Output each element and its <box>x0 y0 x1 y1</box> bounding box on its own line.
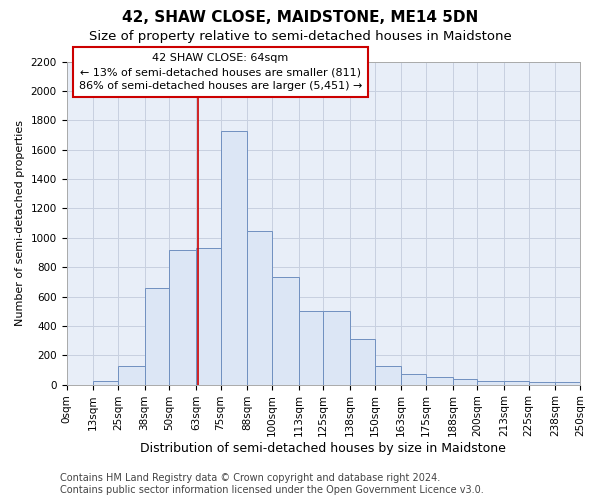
Bar <box>221 130 247 384</box>
Bar <box>272 278 299 384</box>
Bar <box>118 366 145 384</box>
Y-axis label: Number of semi-detached properties: Number of semi-detached properties <box>15 120 25 326</box>
Bar <box>350 339 374 384</box>
Bar <box>556 382 580 384</box>
Text: Contains HM Land Registry data © Crown copyright and database right 2024.
Contai: Contains HM Land Registry data © Crown c… <box>60 474 484 495</box>
Bar <box>401 374 426 384</box>
Bar <box>169 250 196 384</box>
Bar <box>145 288 169 384</box>
Bar <box>299 311 323 384</box>
Bar <box>323 311 350 384</box>
X-axis label: Distribution of semi-detached houses by size in Maidstone: Distribution of semi-detached houses by … <box>140 442 506 455</box>
Bar <box>374 366 401 384</box>
Bar <box>426 378 452 384</box>
Text: 42, SHAW CLOSE, MAIDSTONE, ME14 5DN: 42, SHAW CLOSE, MAIDSTONE, ME14 5DN <box>122 10 478 25</box>
Bar <box>452 378 478 384</box>
Text: 42 SHAW CLOSE: 64sqm
← 13% of semi-detached houses are smaller (811)
86% of semi: 42 SHAW CLOSE: 64sqm ← 13% of semi-detac… <box>79 53 362 91</box>
Text: Size of property relative to semi-detached houses in Maidstone: Size of property relative to semi-detach… <box>89 30 511 43</box>
Bar <box>478 381 504 384</box>
Bar <box>196 248 221 384</box>
Bar <box>247 230 272 384</box>
Bar <box>504 381 529 384</box>
Bar <box>529 382 556 384</box>
Bar <box>93 381 118 384</box>
